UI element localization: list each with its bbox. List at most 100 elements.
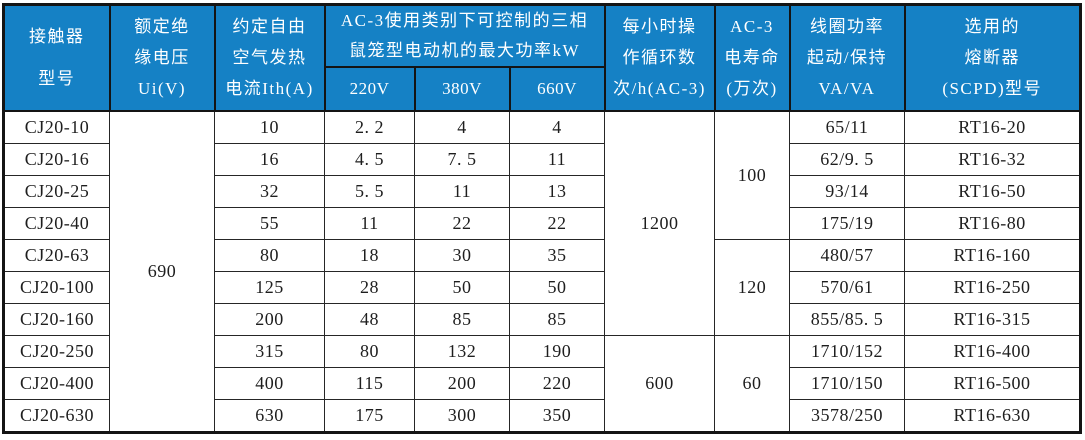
cell-power-220v: 115 [324,366,415,400]
cell-model: CJ20-630 [3,398,110,433]
cell-thermal-current: 10 [214,110,325,144]
cell-fuse-type: RT16-160 [904,238,1081,272]
cell-power-220v: 28 [324,270,415,304]
cell-model: CJ20-160 [3,302,110,336]
cell-thermal-current: 630 [214,398,325,433]
cell-electrical-life: 120 [714,238,790,336]
cell-power-660v: 190 [509,334,605,368]
cell-fuse-type: RT16-250 [904,270,1081,304]
cell-fuse-type: RT16-630 [904,398,1081,433]
header-model: 接触器 型号 [2,3,111,112]
contactor-spec-table: 接触器 型号 额定绝 缘电压 Ui(V) 约定自由 空气发热 电流Ith(A) … [2,3,1082,434]
cell-model: CJ20-100 [3,270,110,304]
cell-power-380v: 85 [414,302,510,336]
cell-power-220v: 11 [324,206,415,240]
cell-thermal-current: 16 [214,142,325,176]
cell-thermal-current: 80 [214,238,325,272]
cell-model: CJ20-63 [3,238,110,272]
cell-fuse-type: RT16-50 [904,174,1081,208]
cell-thermal-current: 200 [214,302,325,336]
cell-model: CJ20-400 [3,366,110,400]
table-row: CJ20-25 32 5. 5 11 13 93/14 RT16-50 [3,174,1081,208]
cell-power-220v: 175 [324,398,415,433]
cell-thermal-current: 125 [214,270,325,304]
cell-thermal-current: 32 [214,174,325,208]
cell-model: CJ20-16 [3,142,110,176]
cell-power-380v: 4 [414,110,510,144]
table-body: CJ20-10 690 10 2. 2 4 4 1200 100 65/11 R… [3,110,1081,433]
cell-thermal-current: 55 [214,206,325,240]
header-electrical-life: AC-3 电寿命 (万次) [713,3,791,112]
cell-electrical-life: 100 [714,110,790,240]
table-row: CJ20-63 80 18 30 35 120 480/57 RT16-160 [3,238,1081,336]
cell-model: CJ20-10 [3,110,110,144]
cell-power-220v: 80 [324,334,415,368]
cell-power-660v: 350 [509,398,605,433]
cell-power-660v: 4 [509,110,605,144]
table-row: CJ20-10 690 10 2. 2 4 4 1200 100 65/11 R… [3,110,1081,433]
table-row: CJ20-250 315 80 132 190 600 60 1710/152 … [3,334,1081,433]
header-voltage-220v: 220V [323,65,416,112]
cell-power-380v: 200 [414,366,510,400]
cell-coil-power: 65/11 [789,110,905,144]
cell-power-220v: 48 [324,302,415,336]
cell-fuse-type: RT16-20 [904,110,1081,144]
cell-power-220v: 18 [324,238,415,272]
cell-power-220v: 4. 5 [324,142,415,176]
cell-thermal-current: 400 [214,366,325,400]
table-row: CJ20-400 400 115 200 220 1710/150 RT16-5… [3,366,1081,400]
cell-cycles-per-hour: 600 [604,334,715,433]
cell-insulation-voltage: 690 [109,110,215,433]
cell-power-220v: 5. 5 [324,174,415,208]
cell-fuse-type: RT16-315 [904,302,1081,336]
cell-fuse-type: RT16-80 [904,206,1081,240]
cell-model: CJ20-250 [3,334,110,368]
cell-power-660v: 22 [509,206,605,240]
cell-electrical-life: 60 [714,334,790,433]
cell-thermal-current: 315 [214,334,325,368]
cell-coil-power: 480/57 [789,238,905,272]
cell-power-380v: 50 [414,270,510,304]
cell-coil-power: 855/85. 5 [789,302,905,336]
cell-power-380v: 11 [414,174,510,208]
cell-fuse-type: RT16-400 [904,334,1081,368]
table-header: 接触器 型号 额定绝 缘电压 Ui(V) 约定自由 空气发热 电流Ith(A) … [2,3,1082,112]
cell-coil-power: 1710/152 [789,334,905,368]
header-voltage-660v: 660V [508,65,606,112]
header-insulation-voltage: 额定绝 缘电压 Ui(V) [108,3,216,112]
cell-coil-power: 1710/150 [789,366,905,400]
cell-power-660v: 35 [509,238,605,272]
cell-power-380v: 300 [414,398,510,433]
header-cycles-per-hour: 每小时操 作循环数 次/h(AC-3) [603,3,716,112]
cell-power-380v: 22 [414,206,510,240]
cell-fuse-type: RT16-500 [904,366,1081,400]
cell-model: CJ20-40 [3,206,110,240]
cell-coil-power: 93/14 [789,174,905,208]
cell-power-380v: 30 [414,238,510,272]
header-coil-power: 线圈功率 起动/保持 VA/VA [788,3,906,112]
cell-cycles-per-hour: 1200 [604,110,715,336]
cell-model: CJ20-25 [3,174,110,208]
header-power-group: AC-3使用类别下可控制的三相 鼠笼型电动机的最大功率kW [323,3,606,68]
cell-coil-power: 570/61 [789,270,905,304]
header-voltage-380v: 380V [413,65,511,112]
cell-power-660v: 11 [509,142,605,176]
table-row: CJ20-16 16 4. 5 7. 5 11 62/9. 5 RT16-32 [3,142,1081,176]
cell-power-660v: 220 [509,366,605,400]
cell-fuse-type: RT16-32 [904,142,1081,176]
cell-coil-power: 175/19 [789,206,905,240]
cell-power-660v: 50 [509,270,605,304]
cell-power-660v: 85 [509,302,605,336]
table-row: CJ20-40 55 11 22 22 175/19 RT16-80 [3,206,1081,240]
header-fuse-type: 选用的 熔断器 (SCPD)型号 [903,3,1082,112]
cell-power-380v: 132 [414,334,510,368]
header-thermal-current: 约定自由 空气发热 电流Ith(A) [213,3,326,112]
cell-coil-power: 3578/250 [789,398,905,433]
table-row: CJ20-630 630 175 300 350 3578/250 RT16-6… [3,398,1081,433]
cell-power-660v: 13 [509,174,605,208]
cell-coil-power: 62/9. 5 [789,142,905,176]
cell-power-220v: 2. 2 [324,110,415,144]
cell-power-380v: 7. 5 [414,142,510,176]
table-row: CJ20-100 125 28 50 50 570/61 RT16-250 [3,270,1081,304]
